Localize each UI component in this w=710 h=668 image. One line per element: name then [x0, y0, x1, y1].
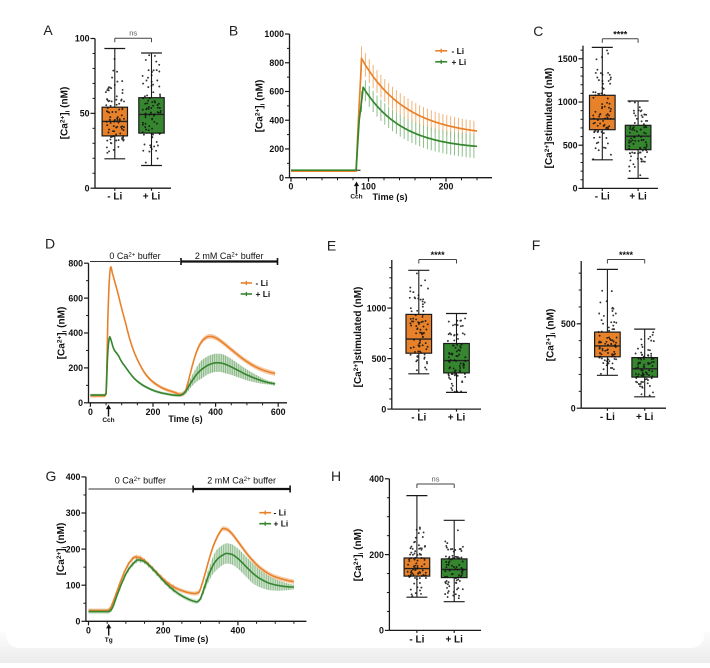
- svg-text:+ Li: + Li: [143, 192, 161, 203]
- svg-text:0: 0: [573, 184, 578, 194]
- svg-text:200: 200: [439, 182, 454, 192]
- svg-text:400: 400: [369, 474, 384, 484]
- svg-text:****: ****: [431, 250, 446, 260]
- svg-text:Cch: Cch: [102, 417, 114, 424]
- svg-text:****: ****: [619, 250, 634, 260]
- svg-text:- Li: - Li: [595, 192, 610, 203]
- svg-text:50: 50: [80, 109, 90, 119]
- svg-text:100: 100: [66, 580, 81, 590]
- svg-text:+ Li: + Li: [629, 192, 647, 203]
- svg-text:0: 0: [279, 173, 284, 183]
- svg-text:0: 0: [86, 625, 91, 635]
- svg-text:[Ca2+]stimulated (nM): [Ca2+]stimulated (nM): [353, 287, 364, 388]
- svg-text:200: 200: [156, 625, 171, 635]
- svg-text:- Li: - Li: [274, 508, 287, 518]
- svg-text:[Ca2+]i (nM): [Ca2+]i (nM): [56, 523, 68, 576]
- svg-text:F: F: [532, 237, 541, 253]
- svg-text:Cch: Cch: [350, 194, 362, 201]
- svg-text:100: 100: [361, 182, 376, 192]
- svg-text:- Li: - Li: [452, 46, 465, 56]
- svg-text:0: 0: [75, 617, 80, 627]
- svg-text:100: 100: [75, 34, 90, 44]
- svg-text:G: G: [46, 468, 57, 484]
- svg-text:400: 400: [208, 407, 223, 417]
- svg-text:E: E: [327, 238, 336, 254]
- svg-text:+ Li: + Li: [452, 57, 467, 67]
- svg-text:400: 400: [269, 115, 284, 125]
- svg-text:1000: 1000: [264, 29, 284, 39]
- svg-text:[Ca2+]i (nM): [Ca2+]i (nM): [255, 80, 267, 133]
- svg-text:500: 500: [561, 319, 576, 329]
- svg-text:1000: 1000: [367, 303, 387, 313]
- svg-text:ns: ns: [129, 29, 137, 38]
- svg-text:800: 800: [269, 58, 284, 68]
- svg-text:0: 0: [381, 404, 386, 414]
- svg-text:300: 300: [66, 508, 81, 518]
- svg-text:****: ****: [613, 29, 628, 39]
- svg-text:200: 200: [66, 544, 81, 554]
- svg-text:0: 0: [379, 626, 384, 636]
- svg-text:Time (s): Time (s): [174, 634, 208, 644]
- svg-text:2 mM Ca2+ buffer: 2 mM Ca2+ buffer: [207, 476, 276, 486]
- svg-text:500: 500: [372, 354, 387, 364]
- svg-text:ns: ns: [432, 475, 440, 484]
- svg-text:+ Li: + Li: [448, 413, 466, 424]
- svg-text:1000: 1000: [558, 97, 578, 107]
- svg-text:0: 0: [85, 183, 90, 193]
- svg-text:1500: 1500: [558, 54, 578, 64]
- svg-text:400: 400: [68, 328, 83, 338]
- svg-text:600: 600: [68, 293, 83, 303]
- svg-text:C: C: [533, 23, 543, 39]
- svg-text:2 mM Ca2+ buffer: 2 mM Ca2+ buffer: [195, 251, 264, 261]
- svg-text:Time (s): Time (s): [372, 192, 407, 202]
- svg-text:H: H: [331, 468, 341, 484]
- svg-text:600: 600: [271, 407, 286, 417]
- svg-text:[Ca2+]i (nM): [Ca2+]i (nM): [353, 529, 365, 582]
- svg-text:200: 200: [369, 550, 384, 560]
- svg-text:+ Li: + Li: [636, 412, 654, 423]
- svg-text:400: 400: [66, 472, 81, 482]
- svg-text:200: 200: [146, 407, 161, 417]
- svg-text:+ Li: + Li: [445, 634, 463, 645]
- svg-text:[Ca2+]i (nM): [Ca2+]i (nM): [60, 87, 72, 140]
- svg-text:- Li: - Li: [600, 412, 615, 423]
- svg-text:- Li: - Li: [411, 413, 426, 424]
- svg-text:0: 0: [88, 407, 93, 417]
- svg-text:200: 200: [68, 363, 83, 373]
- svg-text:500: 500: [563, 140, 578, 150]
- svg-text:- Li: - Li: [409, 634, 424, 645]
- svg-text:B: B: [229, 23, 238, 39]
- svg-text:[Ca2+]i (nM): [Ca2+]i (nM): [57, 307, 69, 360]
- svg-text:400: 400: [231, 625, 246, 635]
- svg-text:Tg: Tg: [105, 637, 113, 644]
- svg-text:0: 0: [571, 403, 576, 413]
- svg-text:Time (s): Time (s): [168, 414, 202, 424]
- svg-text:0 Ca2+ buffer: 0 Ca2+ buffer: [115, 476, 166, 486]
- svg-text:+ Li: + Li: [274, 519, 289, 529]
- svg-text:200: 200: [269, 144, 284, 154]
- svg-text:D: D: [45, 236, 55, 252]
- svg-text:0: 0: [78, 398, 83, 408]
- svg-text:+ Li: + Li: [256, 289, 271, 299]
- svg-text:0 Ca2+ buffer: 0 Ca2+ buffer: [109, 251, 160, 261]
- svg-text:[Ca2+]i (nM): [Ca2+]i (nM): [545, 309, 557, 362]
- svg-text:- Li: - Li: [107, 192, 122, 203]
- svg-text:600: 600: [269, 87, 284, 97]
- svg-text:- Li: - Li: [256, 278, 269, 288]
- svg-text:A: A: [43, 22, 53, 38]
- svg-text:0: 0: [289, 182, 294, 192]
- svg-text:800: 800: [68, 258, 83, 268]
- svg-text:[Ca2+]stimulated (nM): [Ca2+]stimulated (nM): [544, 68, 555, 169]
